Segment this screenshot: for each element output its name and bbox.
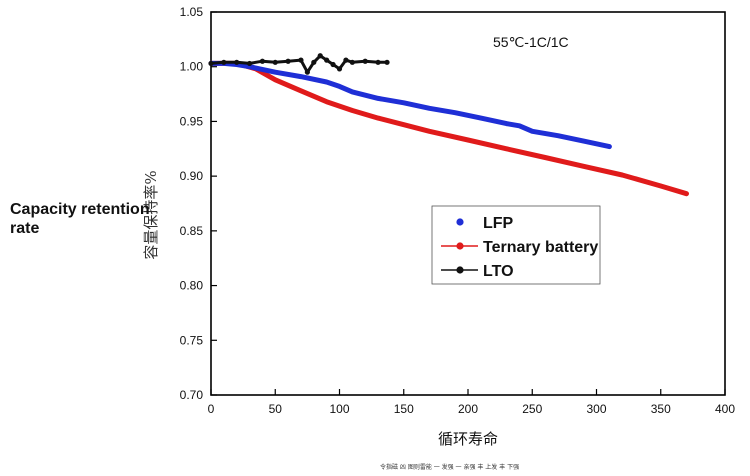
data-point-lfp	[375, 96, 381, 101]
legend-label-lfp: LFP	[483, 215, 514, 232]
series-line-ternary-battery	[208, 60, 689, 197]
data-point-lfp	[337, 84, 342, 89]
data-point-lfp	[324, 79, 329, 85]
data-point-lfp	[530, 129, 535, 134]
data-point-ternary-battery	[542, 155, 548, 160]
y-axis-label: 容量保持率%	[142, 170, 160, 259]
x-tick-label: 200	[458, 402, 478, 416]
data-point-lfp	[452, 110, 458, 115]
data-point-lto	[349, 59, 355, 65]
x-tick-label: 100	[329, 402, 349, 416]
data-point-ternary-battery	[375, 115, 381, 121]
legend-marker-lto	[456, 266, 464, 274]
data-point-ternary-battery	[401, 122, 406, 127]
data-point-lto	[362, 58, 368, 64]
y-tick-label: 1.05	[180, 5, 204, 19]
data-point-lfp	[427, 106, 432, 111]
data-point-ternary-battery	[350, 108, 355, 113]
data-point-lfp	[581, 138, 586, 144]
x-tick-label: 150	[394, 402, 414, 416]
data-point-lto	[384, 59, 390, 65]
legend-marker-lfp	[456, 218, 464, 226]
x-tick-label: 250	[522, 402, 542, 416]
data-point-ternary-battery	[324, 99, 329, 104]
data-point-ternary-battery	[504, 146, 509, 151]
data-point-ternary-battery	[298, 88, 304, 93]
data-point-lfp	[607, 144, 612, 149]
data-point-lto	[272, 59, 278, 65]
side-label-line1: Capacity retention	[10, 201, 150, 218]
x-axis-label: 循环寿命	[438, 430, 498, 448]
data-point-lto	[375, 59, 381, 65]
condition-annotation: 55℃-1C/1C	[493, 34, 569, 50]
legend: LFP Ternary battery LTO	[431, 205, 601, 285]
x-tick-label: 400	[715, 402, 735, 416]
data-point-lto	[285, 58, 291, 64]
data-point-lto	[208, 60, 214, 67]
data-point-lto	[317, 53, 323, 59]
data-point-lto	[304, 69, 310, 75]
data-point-lfp	[350, 89, 355, 95]
data-point-ternary-battery	[620, 172, 625, 178]
data-point-ternary-battery	[684, 191, 689, 196]
data-point-lto	[246, 60, 253, 67]
capacity-retention-label: Capacity retention rate	[10, 200, 150, 238]
y-tick-label: 0.75	[180, 333, 204, 347]
data-point-ternary-battery	[581, 164, 586, 169]
footer-note: 令指磁 凶 图则雷能 一 发强 一 亲强 丰 上发 丰 下强	[380, 464, 520, 471]
legend-label-lto: LTO	[483, 263, 514, 280]
data-point-lfp	[298, 74, 304, 79]
data-point-lfp	[517, 123, 522, 129]
legend-label-ternary-battery: Ternary battery	[483, 239, 598, 256]
y-tick-label: 0.90	[180, 169, 204, 183]
x-tick-label: 50	[269, 402, 283, 416]
data-point-ternary-battery	[465, 137, 471, 143]
y-tick-label: 0.85	[180, 224, 204, 238]
data-point-ternary-battery	[427, 129, 432, 134]
data-point-ternary-battery	[273, 77, 278, 83]
side-label-line2: rate	[10, 220, 40, 237]
data-point-lto	[330, 61, 336, 68]
x-tick-label: 350	[651, 402, 671, 416]
data-point-lto	[343, 57, 349, 63]
x-tick-label: 300	[586, 402, 606, 416]
data-point-lfp	[401, 100, 406, 106]
data-point-lto	[259, 58, 265, 64]
plot-frame	[210, 11, 726, 396]
data-point-lfp	[555, 133, 561, 138]
data-point-lto	[324, 57, 330, 63]
y-tick-label: 0.80	[180, 279, 204, 293]
series-line-lfp	[208, 60, 612, 150]
data-point-lto	[311, 59, 317, 65]
data-point-lfp	[273, 69, 278, 75]
plot-area	[210, 11, 726, 396]
data-point-lfp	[504, 121, 509, 126]
data-point-ternary-battery	[658, 183, 663, 189]
data-point-lto	[234, 59, 240, 65]
data-point-lfp	[478, 115, 484, 121]
y-tick-label: 0.95	[180, 114, 204, 128]
x-tick-label: 0	[208, 402, 215, 416]
legend-marker-ternary-battery	[456, 242, 464, 250]
data-point-lto	[336, 66, 343, 72]
y-tick-label: 1.00	[180, 60, 204, 74]
data-point-lto	[221, 59, 227, 65]
y-tick-label: 0.70	[180, 388, 204, 402]
data-point-lto	[298, 57, 304, 63]
